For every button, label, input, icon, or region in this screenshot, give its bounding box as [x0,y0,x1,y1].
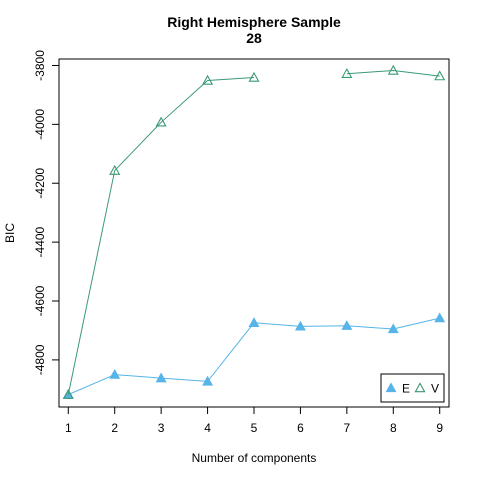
legend-marker-V [414,382,426,393]
data-point-V [248,71,260,82]
x-tick-label: 8 [390,421,397,435]
x-tick-label: 7 [344,421,351,435]
y-tick-label: -4200 [33,168,47,199]
data-point-E [202,375,214,386]
data-point-E [387,323,399,334]
y-tick-label: -4800 [33,344,47,375]
plot-frame [58,58,450,408]
series-line-V [67,77,255,395]
x-tick-label: 4 [204,421,211,435]
x-axis-label: Number of components [192,451,317,465]
legend-label-E: E [402,382,410,396]
y-tick-label: -4000 [33,109,47,140]
data-point-E [155,372,167,383]
data-point-V [387,64,399,75]
data-point-V [434,70,446,81]
data-point-E [434,312,446,323]
legend-marker-E [385,382,397,393]
x-tick-label: 2 [111,421,118,435]
y-axis-label: BIC [3,223,17,243]
plot-area: 1 2 3 4 5 6 7 8 9 -4800 -4600 -4400 -4200 -4000 -3800 E… [33,50,450,435]
data-point-E [109,368,121,379]
data-point-V [155,116,167,127]
data-point-V [109,164,121,175]
data-point-E [294,320,306,331]
y-tick-label: -3800 [33,50,47,81]
chart-title: Right Hemisphere Sample [167,14,341,30]
x-tick-label: 6 [297,421,304,435]
chart-subtitle: 28 [246,30,262,46]
y-tick-label: -4400 [33,226,47,257]
series-line-V [346,69,440,77]
data-point-E [341,320,353,330]
x-tick-label: 9 [436,421,443,435]
data-point-V [62,388,74,399]
x-tick-label: 5 [251,421,258,435]
data-point-V [341,67,353,78]
data-point-V [202,74,214,85]
x-tick-label: 1 [65,421,72,435]
y-tick-label: -4600 [33,285,47,316]
data-point-E [248,317,260,327]
x-tick-label: 3 [158,421,165,435]
legend-label-V: V [431,382,439,396]
